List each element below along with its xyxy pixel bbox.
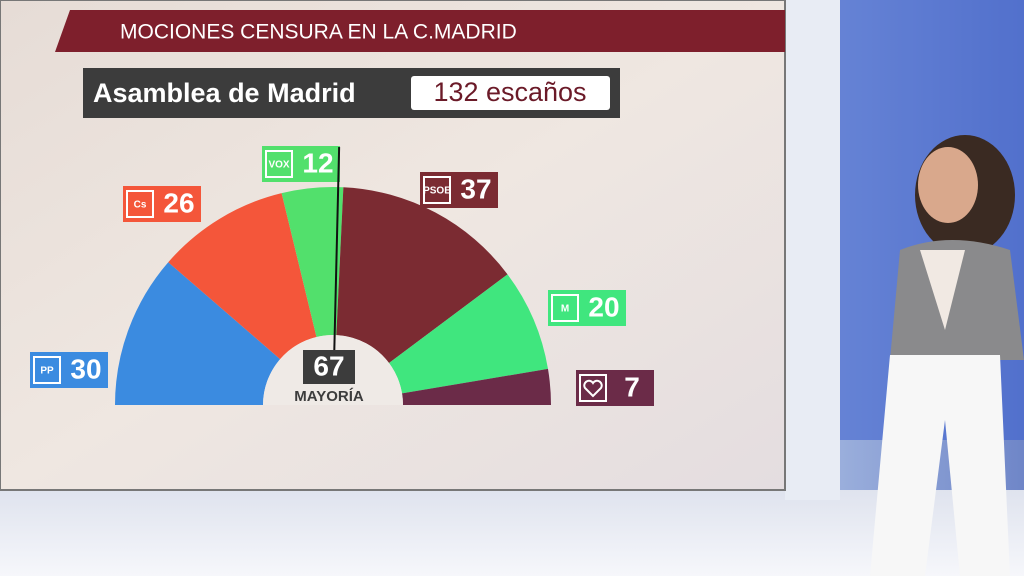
party-seats: 30 xyxy=(70,353,101,384)
seat-segment xyxy=(336,187,508,364)
party-icon-text: VOX xyxy=(268,160,289,171)
party-icon-heart xyxy=(583,379,603,398)
party-icon xyxy=(33,356,61,384)
party-icon xyxy=(265,150,293,178)
party-seats: 7 xyxy=(624,371,640,402)
title: MOCIONES CENSURA EN LA C.MADRID xyxy=(120,21,517,44)
total-box xyxy=(411,76,610,110)
majority-box xyxy=(303,350,355,384)
party-icon-text: PP xyxy=(40,366,54,377)
majority-label: MAYORÍA xyxy=(294,388,364,405)
subtitle: Asamblea de Madrid xyxy=(93,78,356,108)
presenter xyxy=(870,135,1024,576)
party-seats: 37 xyxy=(460,173,491,204)
studio-floor xyxy=(0,490,1024,576)
party-icon-text: Cs xyxy=(134,200,147,211)
party-icon xyxy=(423,176,451,204)
party-icon xyxy=(579,374,607,402)
seat-segment xyxy=(168,193,317,360)
party-seats: 12 xyxy=(302,147,333,178)
party-icon xyxy=(126,190,154,218)
title-bar xyxy=(55,10,785,52)
majority-line xyxy=(333,147,341,356)
party-icon xyxy=(551,294,579,322)
seat-segment xyxy=(115,262,281,405)
seat-segment xyxy=(281,186,344,337)
studio-column xyxy=(785,0,840,500)
total-label: 132 escaños xyxy=(433,77,586,107)
seat-segment xyxy=(389,274,548,394)
party-seats: 26 xyxy=(163,187,194,218)
seat-segment xyxy=(402,368,551,405)
party-icon-text: M xyxy=(561,304,569,315)
party-icon-text: PSOE xyxy=(423,186,451,197)
majority-value: 67 xyxy=(313,350,344,381)
party-seats: 20 xyxy=(588,291,619,322)
